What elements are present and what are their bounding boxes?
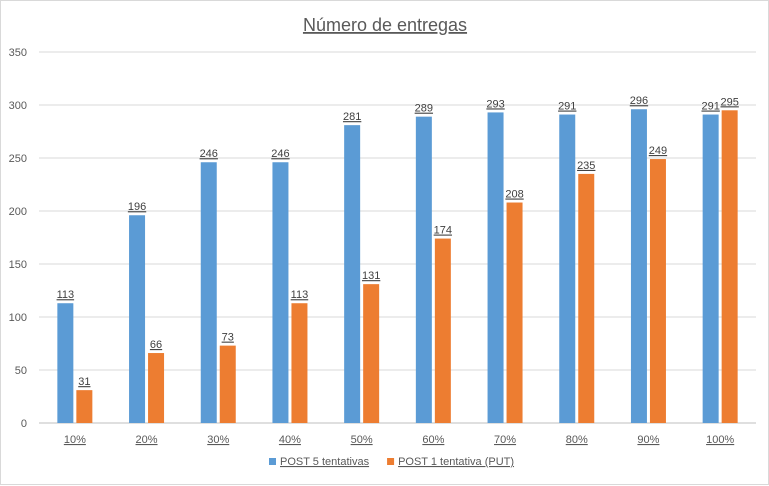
- x-tick-label: 90%: [637, 434, 659, 446]
- data-label: 196: [128, 201, 146, 213]
- legend-swatch: [269, 458, 276, 465]
- bar-post-5-3: [272, 162, 289, 424]
- data-label: 246: [271, 148, 289, 160]
- data-label: 289: [415, 103, 433, 115]
- y-tick-label: 50: [15, 365, 27, 377]
- x-tick-label: 50%: [351, 434, 373, 446]
- bar-post-1-6: [506, 202, 523, 423]
- bar-post-5-8: [630, 109, 647, 424]
- x-tick-label: 20%: [136, 434, 158, 446]
- bar-post-1-8: [649, 159, 666, 423]
- bar-post-1-1: [148, 353, 165, 423]
- y-tick-label: 150: [9, 259, 27, 271]
- bar-post-5-9: [702, 114, 719, 423]
- bar-post-5-5: [415, 116, 432, 423]
- y-tick-label: 0: [21, 418, 27, 430]
- y-tick-label: 250: [9, 153, 27, 165]
- bar-post-1-2: [219, 345, 236, 423]
- x-tick-label: 30%: [207, 434, 229, 446]
- bar-post-1-7: [578, 173, 595, 423]
- legend-swatch: [387, 458, 395, 465]
- bar-post-5-6: [487, 112, 504, 424]
- data-label: 131: [362, 270, 380, 282]
- data-label: 73: [222, 332, 234, 344]
- x-axis-ticks: 10% 20% 30% 40% 50% 60% 70% 80% 90% 100%: [64, 434, 735, 446]
- data-label: 235: [577, 160, 595, 172]
- gridlines: [39, 51, 756, 424]
- bar-post-5-4: [344, 125, 361, 423]
- bar-post-5-7: [559, 114, 576, 423]
- bar-post-5-0: [57, 303, 74, 423]
- y-tick-label: 100: [9, 312, 27, 324]
- x-tick-label: 60%: [422, 434, 444, 446]
- data-label: 291: [558, 101, 576, 113]
- x-tick-label: 80%: [566, 434, 588, 446]
- x-tick-label: 70%: [494, 434, 516, 446]
- x-tick-label: 100%: [706, 434, 734, 446]
- data-label: 246: [200, 148, 218, 160]
- legend-label: POST 1 tentativa (PUT): [398, 456, 514, 468]
- data-label: 31: [78, 376, 90, 388]
- data-label: 66: [150, 339, 162, 351]
- x-tick-label: 10%: [64, 434, 86, 446]
- bar-post-1-0: [76, 390, 93, 423]
- data-label: 174: [434, 225, 452, 237]
- bar-post-1-9: [721, 110, 738, 424]
- y-tick-label: 200: [9, 206, 27, 218]
- y-axis-ticks: 0 50 100 150 200 250 300 350: [9, 47, 27, 430]
- y-tick-label: 300: [9, 100, 27, 112]
- data-label: 291: [701, 101, 719, 113]
- y-tick-label: 350: [9, 47, 27, 59]
- bar-post-1-5: [434, 238, 451, 423]
- data-label: 293: [486, 98, 504, 110]
- legend-label: POST 5 tentativas: [280, 456, 370, 468]
- data-label: 113: [57, 289, 75, 301]
- data-label: 208: [505, 189, 523, 201]
- bar-post-1-3: [291, 303, 308, 423]
- bar-post-5-1: [129, 215, 146, 423]
- bar-post-1-4: [363, 284, 380, 423]
- data-labels: 113 31 196 66 246 73 246 113 281 131 289 174 293 208 2…: [57, 95, 739, 388]
- data-label: 249: [649, 145, 667, 157]
- x-tick-label: 40%: [279, 434, 301, 446]
- data-label: 296: [630, 95, 648, 107]
- bar-post-5-2: [200, 162, 217, 424]
- data-label: 113: [291, 289, 309, 301]
- chart-title: Número de entregas: [303, 15, 467, 35]
- data-label: 281: [343, 111, 361, 123]
- bars: [57, 109, 738, 424]
- data-label: 295: [720, 96, 738, 108]
- legend: POST 5 tentativas POST 1 tentativa (PUT): [269, 456, 514, 468]
